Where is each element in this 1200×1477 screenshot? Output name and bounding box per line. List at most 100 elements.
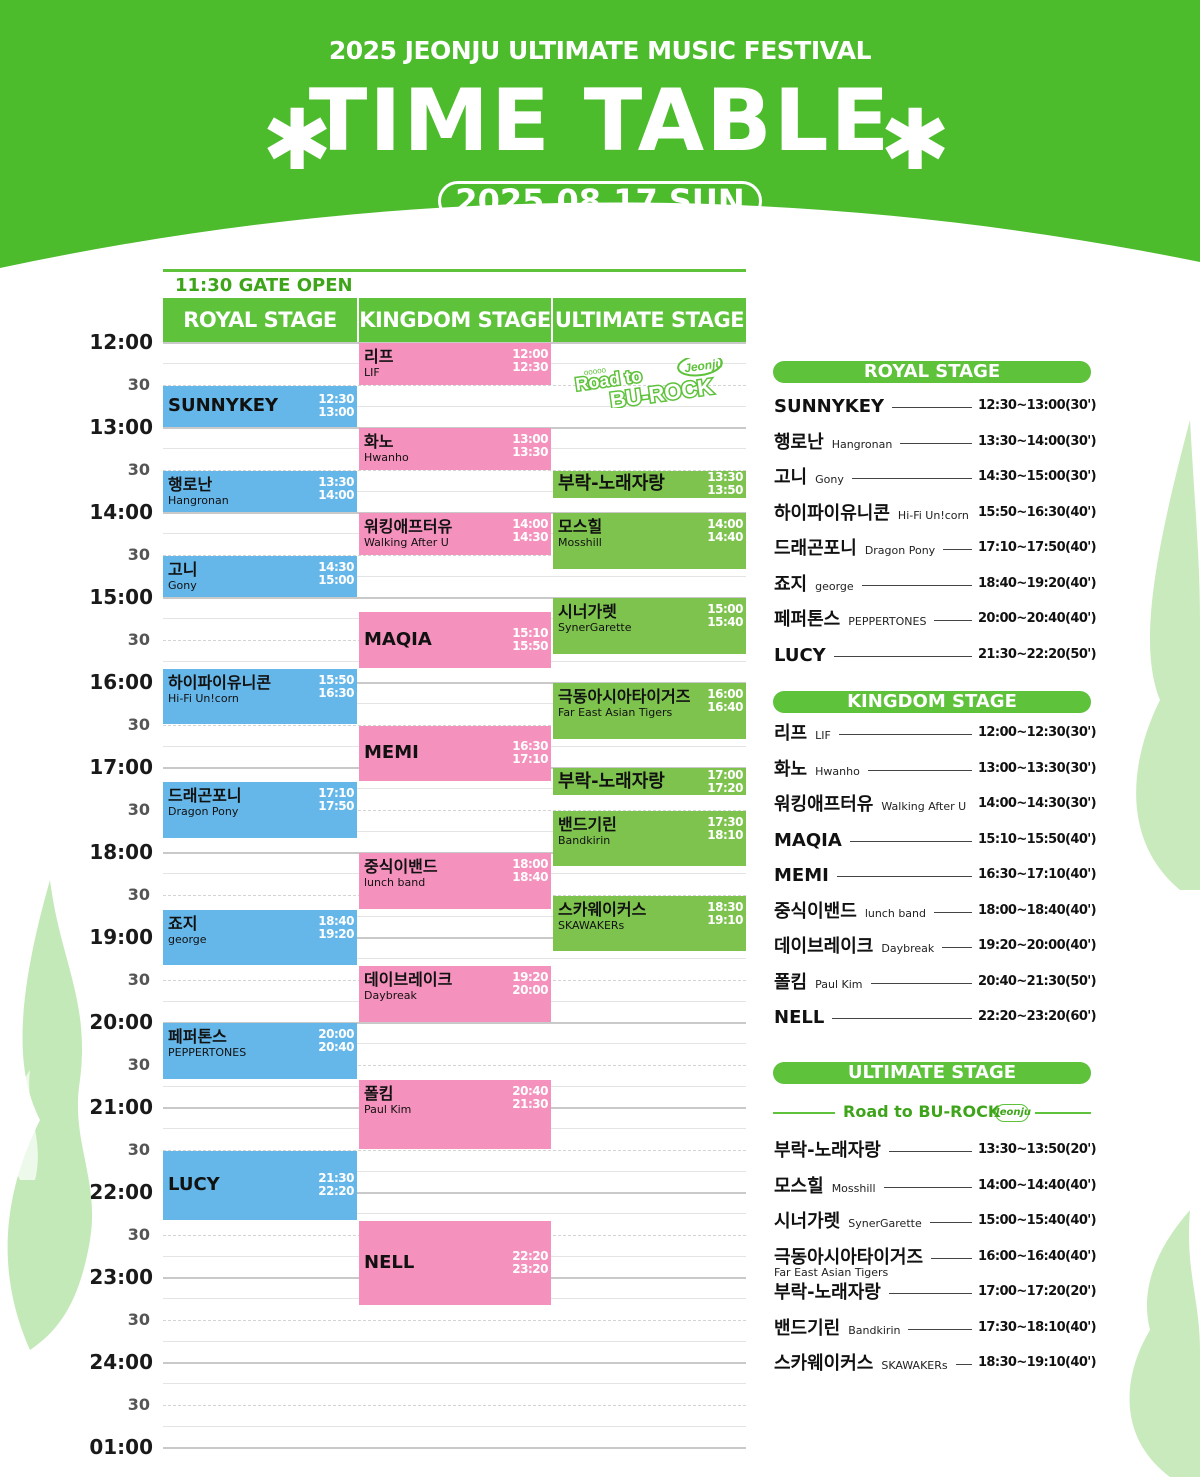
kingdom-stage-header: KINGDOM STAGE: [359, 298, 551, 342]
royal-performance-block: SUNNYKEY 12:30 13:00: [163, 385, 357, 427]
block-time-range: 20:40 21:30: [512, 1084, 548, 1111]
grid-line: [163, 384, 746, 386]
end-time: 13:00: [318, 405, 354, 420]
end-time: 14:40: [707, 530, 743, 544]
grid-line: [163, 958, 746, 960]
royal-performance-block: LUCY 21:30 22:20: [163, 1150, 357, 1221]
hour-label: 21:00: [89, 1095, 153, 1119]
performer-name: 행로난: [168, 474, 213, 494]
sidebar-performer-english-name: Daybreak: [881, 942, 935, 955]
performer-english-name: PEPPERTONES: [168, 1046, 247, 1059]
performer-name: 시너가렛: [558, 602, 617, 621]
grid-line: [163, 937, 746, 939]
kingdom-performance-block: 중식이밴드 lunch band 18:00 18:40: [359, 853, 551, 909]
sidebar-performer-english-name: PEPPERTONES: [848, 615, 927, 628]
sidebar-royal-row: 드래곤포니 Dragon Pony 17:10~17:50(40'): [774, 538, 1100, 564]
performer-name: LUCY: [168, 1174, 220, 1196]
start-time: 21:30: [318, 1171, 354, 1186]
sidebar-leader-line: [934, 620, 972, 621]
sidebar-royal-row: 페퍼톤스 PEPPERTONES 20:00~20:40(40'): [774, 609, 1100, 635]
performer-english-name: Dragon Pony: [168, 805, 239, 819]
hour-label: 19:00: [89, 925, 153, 949]
end-time: 23:20: [512, 1262, 548, 1277]
sidebar-performer-label: 워킹애프터유: [774, 794, 874, 815]
block-time-range: 12:00 12:30: [512, 348, 548, 374]
sidebar-leader-line: [931, 1257, 972, 1259]
sidebar-kingdom-row: 화노 Hwanho 13:00~13:30(30'): [774, 759, 1100, 785]
hour-label: 17:00: [89, 755, 153, 779]
block-time-range: 16:30 17:10: [512, 740, 548, 766]
performer-english-name: Hwanho: [364, 451, 409, 464]
sidebar-time-range: 20:00~20:40(40'): [977, 611, 1097, 626]
start-time: 12:30: [318, 392, 354, 407]
end-time: 21:30: [512, 1096, 548, 1111]
half-hour-label: 30: [127, 1139, 150, 1159]
performer-english-name: LIF: [364, 366, 380, 379]
sidebar-performer-name: 시너가렛 SynerGarette: [774, 1211, 922, 1235]
start-time: 18:30: [707, 899, 743, 914]
start-time: 17:30: [707, 814, 743, 829]
sidebar-time-range: 13:30~13:50(20'): [977, 1142, 1097, 1157]
grid-line: [163, 809, 746, 811]
grid-line: [163, 1170, 746, 1172]
start-time: 13:00: [512, 432, 548, 446]
block-time-range: 14:30 15:00: [318, 560, 354, 587]
start-time: 16:00: [707, 687, 743, 701]
hour-label: 22:00: [89, 1180, 153, 1204]
sidebar-time-range: 18:40~19:20(40'): [977, 575, 1097, 591]
sidebar-time-range: 14:00~14:30(30'): [977, 796, 1097, 811]
sidebar-ultimate-row: 모스힐 Mosshill 14:00~14:40(40'): [774, 1176, 1100, 1202]
sidebar-performer-english-name: Mosshill: [831, 1181, 876, 1195]
performer-name: 워킹애프터유: [364, 517, 453, 536]
ultimate-performance-block: 시너가렛 SynerGarette 15:00 15:40: [553, 598, 746, 654]
sidebar-leader-line: [850, 840, 972, 842]
start-time: 18:00: [512, 857, 548, 871]
performer-name: 폴킴: [364, 1083, 394, 1103]
performer-name: 드래곤포니: [168, 786, 242, 806]
start-time: 16:30: [512, 739, 548, 754]
grid-line: [163, 1425, 746, 1427]
ultimate-performance-block: 부락-노래자랑 13:30 13:50: [553, 470, 746, 498]
sidebar-performer-name: 스카웨이커스 SKAWAKERs: [774, 1353, 948, 1377]
sidebar-time-range: 18:30~19:10(40'): [977, 1355, 1097, 1370]
sidebar-performer-label: LUCY: [774, 644, 826, 666]
block-time-range: 18:00 18:40: [512, 858, 548, 884]
end-time: 16:30: [318, 685, 354, 700]
end-time: 15:40: [707, 615, 743, 629]
sidebar-performer-label: MEMI: [774, 865, 829, 886]
grid-line: [163, 1022, 746, 1024]
hour-label: 12:00: [89, 330, 153, 354]
ultimate-performance-block: 밴드기린 Bandkirin 17:30 18:10: [553, 810, 746, 867]
sidebar-leader-line: [889, 1151, 972, 1152]
sidebar-time-range: 16:00~16:40(40'): [977, 1248, 1097, 1264]
sidebar-performer-label: SUNNYKEY: [774, 396, 885, 417]
kingdom-performance-block: 데이브레이크 Daybreak 19:20 20:00: [359, 966, 551, 1022]
flame-right-bottom-decoration: [1129, 1210, 1200, 1477]
end-time: 18:10: [707, 827, 743, 842]
hour-label: 13:00: [89, 415, 153, 439]
kingdom-performance-block: 워킹애프터유 Walking After U 14:00 14:30: [359, 513, 551, 555]
sidebar-performer-label: 하이파이유니콘: [774, 502, 890, 524]
grid-line: [163, 1213, 746, 1215]
sidebar-royal-header: ROYAL STAGE: [773, 361, 1091, 383]
sidebar-performer-name: 리프 LIF: [774, 723, 831, 747]
sidebar-kingdom-row: 데이브레이크 Daybreak 19:20~20:00(40'): [774, 936, 1100, 962]
block-time-range: 13:00 13:30: [512, 433, 548, 459]
sidebar-performer-label: 페퍼톤스: [774, 609, 841, 630]
sidebar-performer-label: 드래곤포니: [774, 538, 857, 559]
block-time-range: 15:10 15:50: [512, 626, 548, 653]
sidebar-road-text: Road to BU-ROCK: [843, 1102, 1001, 1121]
performer-english-name: Gony: [168, 578, 197, 592]
sidebar-leader-line: [884, 1186, 972, 1188]
performer-name: 부락-노래자랑: [558, 770, 665, 792]
sidebar-performer-english-name: SynerGarette: [848, 1217, 922, 1230]
royal-performance-block: 드래곤포니 Dragon Pony 17:10 17:50: [163, 782, 357, 838]
sidebar-leader-line: [852, 478, 972, 479]
sidebar-performer-name: SUNNYKEY: [774, 396, 884, 418]
kingdom-performance-block: 리프 LIF 12:00 12:30: [359, 343, 551, 385]
kingdom-performance-block: NELL 22:20 23:20: [359, 1221, 551, 1306]
performer-english-name: Hangronan: [168, 493, 229, 507]
road-logo-badge: Jeonju: [683, 358, 724, 375]
sidebar-performer-label: NELL: [774, 1007, 825, 1028]
performer-name: 화노: [364, 432, 394, 451]
